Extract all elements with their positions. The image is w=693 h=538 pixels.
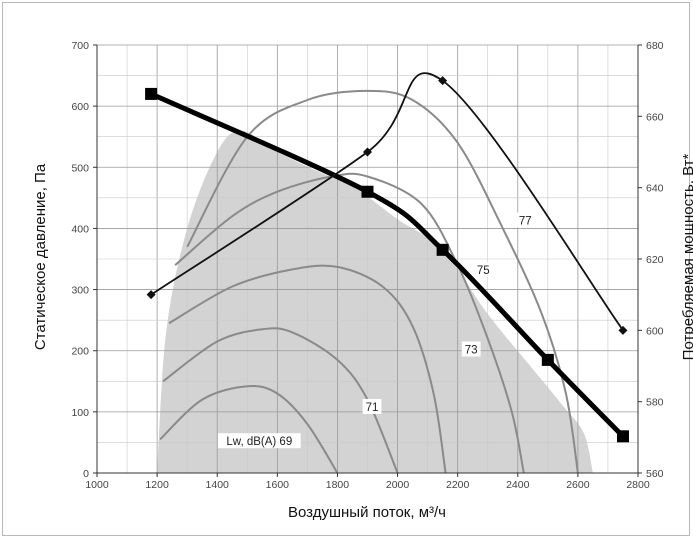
noise-label-bg	[473, 262, 493, 278]
x-tick-label: 2400	[506, 479, 530, 491]
y2-tick-label: 640	[646, 183, 664, 195]
fan-curve-marker	[616, 430, 629, 443]
noise-label: 73	[461, 341, 481, 357]
y2-axis-title: Потребляемая мощность, Вт*	[680, 154, 693, 361]
operating-area	[157, 130, 593, 473]
noise-labels-layer: Lw, dB(A) 69 71 73 75 77	[217, 212, 535, 449]
y-axis-title: Статическое давление, Па	[32, 163, 49, 350]
y2-tick-label: 620	[646, 254, 664, 266]
noise-curve	[186, 89, 579, 474]
noise-curve	[174, 172, 525, 474]
noise-curve	[159, 384, 339, 474]
x-tick-label: 2000	[386, 479, 410, 491]
y-tick-label: 0	[83, 468, 89, 480]
noise-label: 71	[362, 398, 382, 414]
fan-curve-marker	[436, 243, 449, 256]
fan-curve-marker	[361, 185, 374, 198]
ticks-layer: 1000 1200 1400 1600 1800 2000 2200 2400 2600 2800…	[71, 40, 663, 491]
x-tick-label: 1400	[206, 479, 230, 491]
noise-label-text: 77	[519, 215, 532, 227]
x-axis-title: Воздушный поток, м³/ч	[288, 504, 446, 521]
y-tick-label: 500	[71, 162, 89, 174]
power-curve-line	[150, 72, 624, 331]
noise-curve	[168, 264, 447, 474]
y2-tick-label: 600	[646, 325, 664, 337]
y-tick-label: 600	[71, 101, 89, 113]
y2-tick-label: 560	[646, 468, 664, 480]
x-tick-label: 1000	[85, 479, 109, 491]
x-tick-label: 2600	[566, 479, 590, 491]
x-tick-label: 2800	[626, 479, 650, 491]
noise-label-text: 73	[465, 344, 478, 356]
power-curve-marker	[146, 290, 156, 300]
noise-label: 75	[473, 262, 493, 278]
noise-label-bg	[461, 341, 481, 357]
power-curve-marker	[618, 325, 628, 335]
fan-curve-marker	[541, 353, 554, 366]
y-tick-label: 700	[71, 40, 89, 52]
noise-label: 77	[515, 212, 535, 228]
noise-label-text: 71	[366, 402, 379, 414]
noise-label-bg	[515, 212, 535, 228]
power-curve-marker	[363, 147, 372, 157]
y2-tick-label: 660	[646, 111, 664, 123]
x-tick-label: 1800	[326, 479, 350, 491]
power-curve-marker	[438, 76, 448, 86]
y-tick-label: 400	[71, 223, 89, 235]
x-tick-label: 2200	[446, 479, 470, 491]
series-layer	[145, 72, 629, 443]
y-tick-label: 200	[71, 346, 89, 358]
y-tick-label: 100	[71, 407, 89, 419]
noise-label-text: 75	[477, 265, 490, 277]
x-tick-label: 1600	[266, 479, 290, 491]
y2-tick-label: 580	[646, 397, 664, 409]
fan-curve-marker	[145, 87, 158, 100]
operating-area-layer	[157, 130, 593, 473]
y-tick-label: 300	[71, 285, 89, 297]
x-tick-label: 1200	[145, 479, 169, 491]
y2-tick-label: 680	[646, 40, 664, 52]
noise-label-bg	[362, 398, 382, 414]
noise-label: Lw, dB(A) 69	[217, 433, 301, 449]
noise-label-bg	[217, 433, 301, 449]
noise-label-text: Lw, dB(A) 69	[226, 436, 292, 448]
